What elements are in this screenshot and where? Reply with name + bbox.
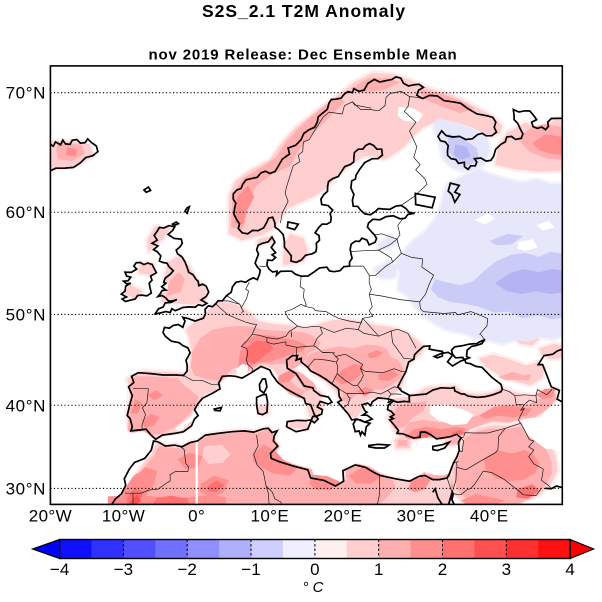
svg-text:10°E: 10°E [250,507,289,526]
svg-text:0: 0 [310,560,319,579]
svg-text:20°W: 20°W [29,507,72,526]
svg-text:40°E: 40°E [470,507,509,526]
svg-text:−3: −3 [114,560,133,579]
svg-text:0°: 0° [188,507,205,526]
svg-text:nov 2019 Release: Dec Ensemble: nov 2019 Release: Dec Ensemble Mean [148,47,457,64]
svg-text:−2: −2 [178,560,197,579]
svg-text:−4: −4 [50,560,69,579]
svg-text:30°N: 30°N [6,479,46,498]
svg-text:40°N: 40°N [6,396,46,415]
svg-text:2: 2 [438,560,447,579]
svg-text:° C: ° C [303,579,324,596]
svg-text:20°E: 20°E [324,507,363,526]
svg-text:70°N: 70°N [6,84,46,103]
svg-text:10°W: 10°W [102,507,145,526]
svg-text:1: 1 [374,560,383,579]
svg-text:4: 4 [565,560,574,579]
svg-text:S2S_2.1 T2M Anomaly: S2S_2.1 T2M Anomaly [202,1,406,21]
svg-text:3: 3 [502,560,511,579]
svg-text:50°N: 50°N [6,305,46,324]
svg-text:−1: −1 [241,560,260,579]
svg-text:60°N: 60°N [6,203,46,222]
svg-text:30°E: 30°E [397,507,436,526]
